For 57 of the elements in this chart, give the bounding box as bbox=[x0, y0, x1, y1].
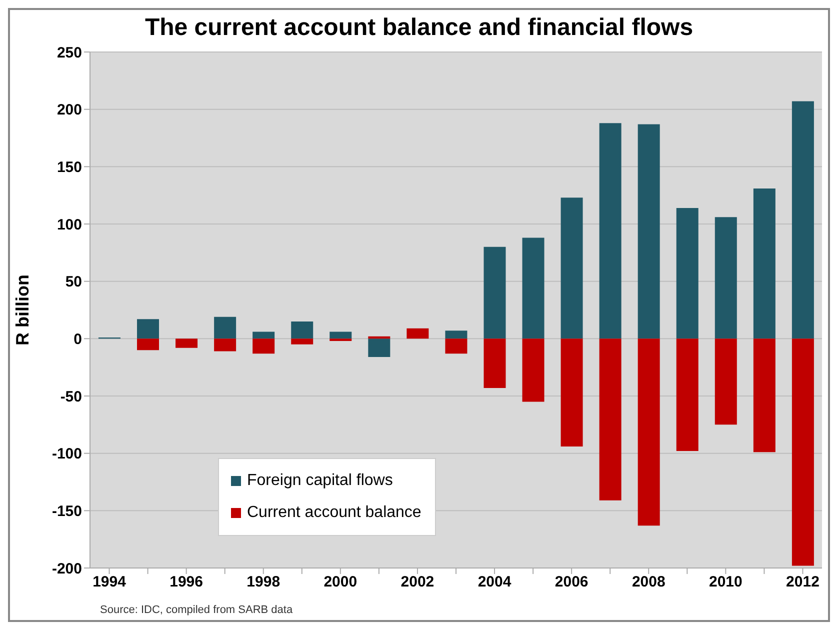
bar bbox=[445, 338, 468, 354]
bar bbox=[714, 338, 737, 425]
bar bbox=[522, 338, 544, 402]
bar bbox=[599, 123, 622, 339]
bar bbox=[484, 246, 506, 339]
bar bbox=[714, 217, 737, 339]
x-tick-label: 1998 bbox=[246, 574, 280, 591]
bar bbox=[753, 338, 776, 452]
bar bbox=[753, 188, 776, 339]
y-tick-label: 100 bbox=[56, 216, 82, 234]
bar bbox=[560, 338, 583, 446]
bar bbox=[214, 316, 236, 339]
y-tick-label: 50 bbox=[65, 274, 82, 291]
source-note: Source: IDC, compiled from SARB data bbox=[100, 604, 294, 616]
legend-label: Current account balance bbox=[247, 503, 422, 523]
y-tick-label: 0 bbox=[74, 330, 82, 348]
bar bbox=[137, 338, 159, 350]
x-tick-label: 2008 bbox=[632, 574, 666, 591]
bar bbox=[599, 338, 622, 500]
bar bbox=[676, 338, 698, 452]
y-tick-label: -50 bbox=[60, 388, 82, 406]
bar bbox=[291, 321, 314, 339]
bar bbox=[406, 328, 429, 339]
bar bbox=[560, 198, 583, 339]
bar bbox=[252, 332, 275, 339]
bar bbox=[330, 332, 352, 339]
bar bbox=[792, 101, 814, 339]
bar bbox=[214, 338, 236, 352]
bar bbox=[176, 338, 198, 348]
x-tick-label: 2002 bbox=[400, 574, 434, 591]
x-tick-label: 1996 bbox=[170, 574, 204, 591]
bar bbox=[137, 319, 159, 339]
bar bbox=[676, 208, 698, 339]
x-tick-label: 2006 bbox=[554, 574, 588, 591]
bar bbox=[638, 124, 660, 339]
y-tick-label: 250 bbox=[56, 44, 82, 62]
bar bbox=[252, 338, 275, 354]
y-tick-label: -200 bbox=[52, 560, 82, 578]
bar bbox=[445, 330, 468, 339]
y-tick-label: 200 bbox=[56, 102, 82, 119]
y-axis-title: R billion bbox=[12, 274, 32, 346]
y-tick-label: -150 bbox=[52, 502, 82, 520]
bar bbox=[291, 338, 314, 344]
x-tick-label: 2010 bbox=[708, 574, 742, 591]
bar bbox=[638, 338, 660, 526]
x-tick-label: 2004 bbox=[478, 574, 512, 591]
x-tick-label: 2000 bbox=[324, 574, 358, 591]
y-tick-label: 150 bbox=[56, 158, 82, 176]
chart-title: The current account balance and financial flows bbox=[144, 14, 694, 42]
x-tick-label: 2012 bbox=[786, 574, 820, 591]
bar bbox=[792, 338, 814, 566]
x-tick-label: 1994 bbox=[92, 574, 127, 591]
bar bbox=[368, 338, 390, 358]
y-tick-label: -100 bbox=[52, 446, 82, 463]
legend-label: Foreign capital flows bbox=[247, 471, 393, 491]
bar bbox=[522, 238, 544, 339]
bar bbox=[484, 338, 506, 388]
